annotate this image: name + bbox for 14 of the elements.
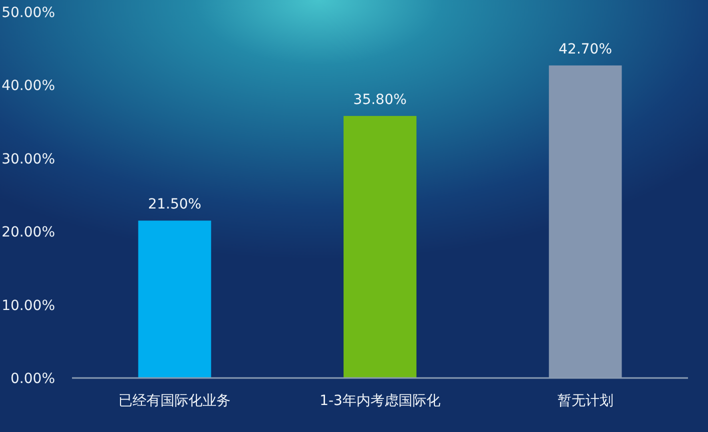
y-tick-label: 20.00% (2, 224, 55, 241)
y-tick-label: 40.00% (2, 78, 55, 94)
x-tick-label: 1-3年内考虑国际化 (320, 393, 440, 409)
y-tick-label: 30.00% (2, 151, 55, 168)
x-tick-label: 暂无计划 (557, 393, 614, 409)
bar (138, 220, 212, 378)
data-label: 35.80% (353, 92, 407, 108)
y-tick-label: 0.00% (10, 371, 55, 387)
y-tick-label: 10.00% (2, 298, 55, 314)
bar (344, 116, 416, 378)
data-label: 21.50% (148, 196, 202, 213)
data-label: 42.70% (558, 41, 612, 58)
x-tick-label: 已经有国际化业务 (118, 393, 231, 409)
y-tick-label: 50.00% (2, 5, 55, 21)
